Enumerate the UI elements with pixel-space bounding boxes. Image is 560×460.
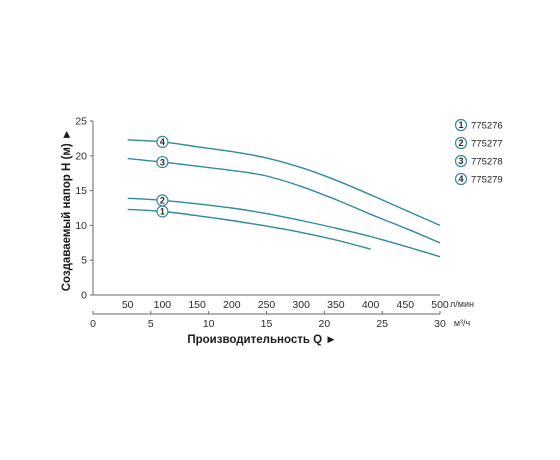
x-tick-label-lmin: 450 [397, 299, 415, 311]
legend-entry-775277: 775277 [471, 139, 503, 150]
x-tick-label-lmin: 100 [154, 299, 172, 311]
x-tick-label-m3h: 0 [90, 318, 96, 330]
x-tick-label-lmin: 500 [431, 299, 449, 311]
x-tick-label-m3h: 10 [203, 318, 215, 330]
legend-marker-2 [454, 136, 468, 150]
legend-marker-label: 3 [458, 156, 463, 166]
x-tick-label-lmin: 150 [188, 299, 206, 311]
x-axis-unit-lmin: л/мин [450, 299, 474, 309]
curve-775278 [127, 157, 441, 244]
legend-marker-1 [454, 118, 468, 132]
x-tick-label-m3h: 15 [261, 318, 273, 330]
legend-marker-label: 2 [458, 138, 463, 148]
curves [127, 139, 441, 258]
x-tick-label-lmin: 250 [258, 299, 276, 311]
x-tick-label-m3h: 20 [318, 318, 330, 330]
y-tick-label: 5 [81, 255, 87, 267]
x-tick-label-lmin: 400 [362, 299, 380, 311]
curve-marker-label: 1 [160, 207, 165, 217]
y-axis-title: Создаваемый напор H (м) ► [61, 129, 73, 292]
y-tick-label: 0 [81, 290, 87, 302]
x-tick-label-m3h: 30 [434, 318, 446, 330]
x-axis-title: Производительность Q ► [187, 334, 336, 346]
legend-marker-4 [454, 172, 468, 186]
curve-775279 [127, 139, 441, 227]
curve-markers: 12 3 4 [156, 135, 169, 218]
legend-marker-3 [454, 154, 468, 168]
curve-marker-label: 3 [160, 157, 165, 167]
y-tick-label: 10 [75, 220, 87, 232]
y-tick-label: 15 [75, 185, 87, 197]
legend-entry-775278: 775278 [471, 157, 503, 168]
legend-entry-775279: 775279 [471, 175, 503, 186]
y-tick-label: 20 [75, 150, 87, 162]
curve-marker-label: 4 [160, 137, 165, 147]
legend-marker-label: 4 [458, 174, 463, 184]
x-tick-label-lmin: 300 [292, 299, 310, 311]
x-tick-label-lmin: 200 [223, 299, 241, 311]
legend: 1 775276 2 775277 3 775278 4 775279 [454, 118, 503, 186]
legend-marker-label: 1 [458, 120, 463, 130]
x-axis-unit-m3h: м³/ч [454, 318, 471, 328]
x-tick-label-m3h: 5 [148, 318, 154, 330]
legend-entry-775276: 775276 [471, 121, 503, 132]
x-tick-label-m3h: 25 [376, 318, 388, 330]
x-tick-label-lmin: 50 [122, 299, 134, 311]
curve-marker-4 [156, 135, 169, 148]
x-tick-label-lmin: 350 [327, 299, 345, 311]
curve-marker-3 [156, 155, 169, 169]
curve-marker-label: 2 [160, 196, 165, 206]
curve-775277 [127, 197, 441, 258]
curve-marker-2 [156, 194, 169, 207]
y-tick-label: 25 [75, 116, 87, 128]
